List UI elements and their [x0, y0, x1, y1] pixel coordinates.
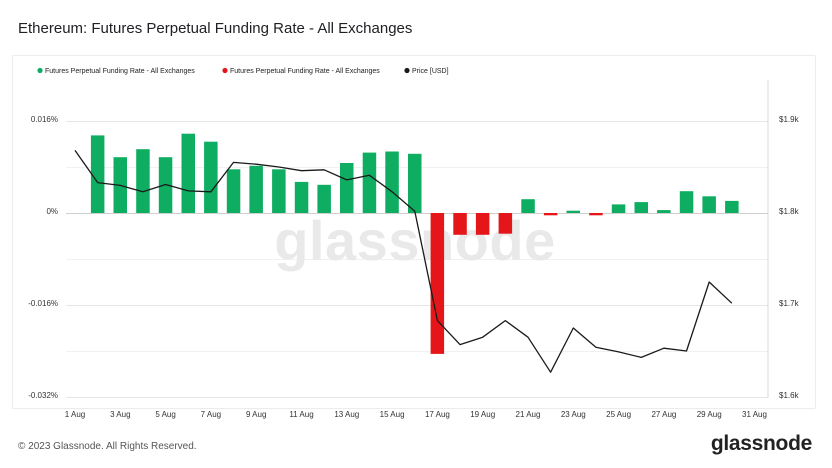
legend-marker-price [404, 67, 410, 74]
bar-positive[interactable] [566, 210, 581, 213]
x-tick-label: 7 Aug [201, 410, 221, 419]
bar-positive[interactable] [249, 165, 263, 213]
bar-positive[interactable] [725, 200, 739, 213]
y-right-tick: $1.9k [779, 115, 800, 124]
x-tick-label: 27 Aug [651, 410, 676, 419]
y-right-tick: $1.6k [779, 391, 800, 400]
x-tick-label: 21 Aug [516, 410, 541, 419]
bar-positive[interactable] [226, 169, 241, 213]
y-axis-left: 0.016% 0% -0.016% -0.032% [28, 115, 58, 400]
legend-item-funding-positive[interactable]: Futures Perpetual Funding Rate - All Exc… [37, 67, 195, 75]
bar-positive[interactable] [340, 163, 354, 213]
bar-positive[interactable] [90, 135, 105, 213]
glassnode-logo[interactable]: glassnode [710, 432, 812, 455]
y-axis-right: $1.9k $1.8k $1.7k $1.6k [779, 115, 800, 400]
copyright-text: © 2023 Glassnode. All Rights Reserved. [18, 441, 197, 452]
bar-positive[interactable] [385, 151, 399, 214]
bar-positive[interactable] [657, 210, 671, 213]
legend-marker-positive [37, 67, 43, 74]
y-left-tick: -0.016% [28, 299, 58, 308]
x-tick-label: 11 Aug [289, 410, 313, 419]
bar-positive[interactable] [679, 191, 694, 213]
bar-positive[interactable] [317, 184, 331, 213]
bar-positive[interactable] [521, 199, 535, 213]
bar-positive[interactable] [294, 181, 309, 213]
y-left-tick: -0.032% [28, 391, 58, 400]
bar-positive[interactable] [272, 169, 286, 213]
x-tick-label: 9 Aug [246, 410, 266, 419]
price-line[interactable] [74, 150, 733, 373]
bar-positive[interactable] [611, 204, 626, 213]
bar-negative[interactable] [430, 213, 445, 354]
y-right-tick: $1.7k [779, 299, 800, 308]
x-tick-label: 19 Aug [470, 410, 495, 419]
bar-negative[interactable] [453, 213, 467, 235]
bar-negative[interactable] [543, 213, 558, 216]
legend: Futures Perpetual Funding Rate - All Exc… [37, 67, 449, 75]
y-left-tick: 0% [46, 207, 58, 216]
x-tick-label: 29 Aug [697, 410, 722, 419]
bar-positive[interactable] [408, 153, 422, 213]
x-tick-label: 13 Aug [334, 410, 359, 419]
bar-positive[interactable] [634, 202, 649, 213]
watermark: glassnode [274, 209, 555, 272]
bar-negative[interactable] [475, 213, 490, 235]
y-right-tick: $1.8k [779, 207, 800, 216]
x-tick-label: 25 Aug [606, 410, 631, 419]
x-tick-label: 15 Aug [380, 410, 405, 419]
x-tick-label: 5 Aug [155, 410, 175, 419]
y-left-tick: 0.016% [31, 115, 58, 124]
chart-panel [12, 55, 816, 409]
legend-marker-negative [222, 67, 228, 74]
x-tick-label: 3 Aug [110, 410, 130, 419]
x-tick-label: 31 Aug [742, 410, 767, 419]
bar-negative[interactable] [589, 213, 603, 216]
legend-item-funding-negative[interactable]: Futures Perpetual Funding Rate - All Exc… [222, 67, 380, 75]
x-tick-label: 17 Aug [425, 410, 450, 419]
bar-positive[interactable] [204, 141, 218, 213]
bar-positive[interactable] [702, 196, 716, 213]
x-tick-label: 1 Aug [65, 410, 85, 419]
legend-label-positive: Futures Perpetual Funding Rate - All Exc… [45, 68, 195, 75]
chart-title: Ethereum: Futures Perpetual Funding Rate… [18, 20, 413, 37]
x-tick-label: 23 Aug [561, 410, 586, 419]
bar-positive[interactable] [362, 152, 377, 213]
bar-positive[interactable] [181, 133, 196, 213]
x-axis: 1 Aug 3 Aug 5 Aug 7 Aug 9 Aug 11 Aug 13 Aug 15 … [65, 410, 767, 419]
price-line-group [74, 150, 733, 373]
legend-item-price[interactable]: Price [USD] [404, 67, 449, 75]
bar-positive[interactable] [136, 149, 150, 213]
legend-label-price: Price [USD] [412, 68, 449, 75]
bar-negative[interactable] [498, 213, 513, 234]
legend-label-negative: Futures Perpetual Funding Rate - All Exc… [230, 68, 380, 75]
